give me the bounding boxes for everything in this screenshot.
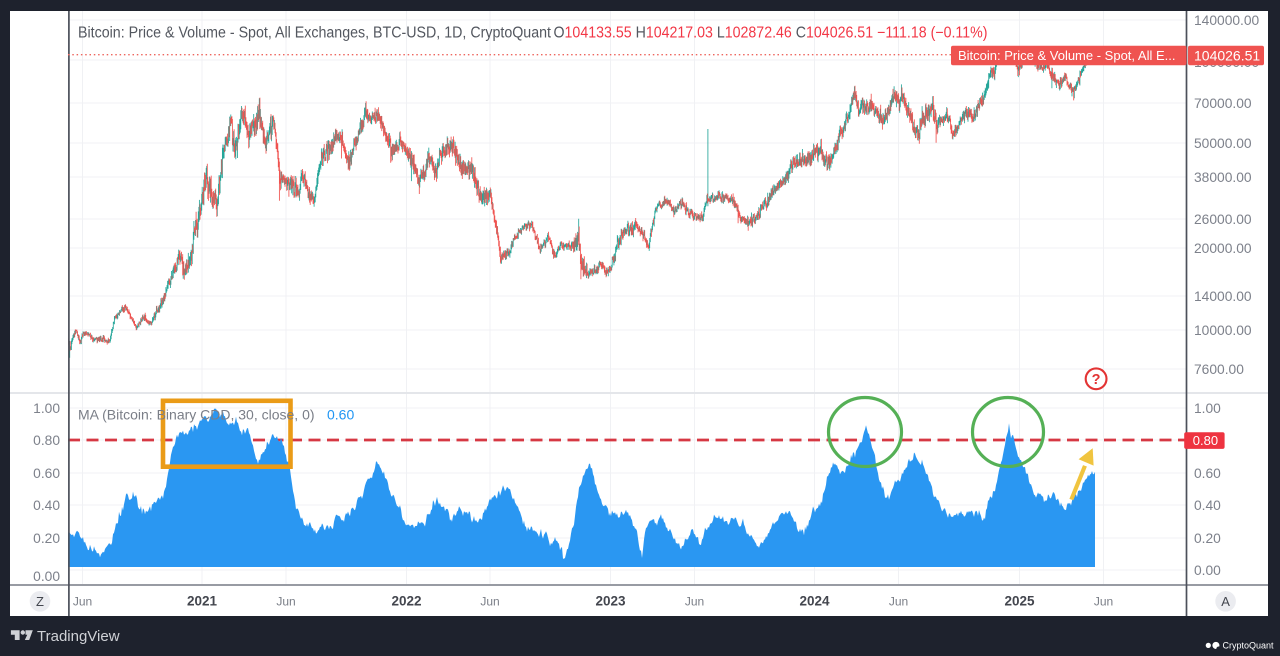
svg-text:14000.00: 14000.00 — [1194, 289, 1252, 304]
svg-text:2025: 2025 — [1004, 594, 1035, 609]
svg-text:2024: 2024 — [799, 594, 830, 609]
svg-text:?: ? — [1092, 372, 1101, 388]
svg-text:Bitcoin: Price & Volume - Spot: Bitcoin: Price & Volume - Spot, All E... — [958, 48, 1175, 63]
svg-text:0.80: 0.80 — [33, 433, 60, 448]
svg-text:140000.00: 140000.00 — [1194, 13, 1260, 28]
svg-text:50000.00: 50000.00 — [1194, 136, 1252, 151]
svg-text:2022: 2022 — [391, 594, 421, 609]
svg-text:2023: 2023 — [595, 594, 626, 609]
svg-text:1.00: 1.00 — [1194, 401, 1221, 416]
svg-text:Jun: Jun — [73, 595, 92, 609]
svg-text:MA (Bitcoin: Binary CDD, 30, c: MA (Bitcoin: Binary CDD, 30, close, 0) — [78, 406, 315, 422]
svg-text:70000.00: 70000.00 — [1194, 96, 1252, 111]
svg-text:Jun: Jun — [685, 595, 704, 609]
svg-text:Z: Z — [36, 594, 44, 609]
svg-text:0.40: 0.40 — [33, 498, 60, 513]
svg-text:10000.00: 10000.00 — [1194, 323, 1252, 338]
svg-text:TradingView: TradingView — [37, 628, 120, 645]
svg-text:1.00: 1.00 — [33, 401, 60, 416]
svg-text:O104133.55 H104217.03 L102872.: O104133.55 H104217.03 L102872.46 C104026… — [554, 25, 988, 42]
svg-text:0.20: 0.20 — [33, 531, 60, 546]
svg-text:0.60: 0.60 — [33, 466, 60, 481]
svg-text:Bitcoin: Price & Volume - Spot: Bitcoin: Price & Volume - Spot, All Exch… — [78, 25, 552, 42]
svg-text:0.20: 0.20 — [1194, 531, 1221, 546]
svg-text:CryptoQuant: CryptoQuant — [1223, 640, 1275, 650]
svg-text:0.40: 0.40 — [1194, 498, 1221, 513]
svg-text:Jun: Jun — [889, 595, 908, 609]
svg-text:0.60: 0.60 — [1194, 466, 1221, 481]
svg-text:2021: 2021 — [187, 594, 218, 609]
svg-text:0.00: 0.00 — [33, 569, 60, 584]
svg-text:38000.00: 38000.00 — [1194, 170, 1252, 185]
svg-text:Jun: Jun — [276, 595, 295, 609]
svg-text:20000.00: 20000.00 — [1194, 241, 1252, 256]
svg-text:0.00: 0.00 — [1194, 563, 1221, 578]
svg-text:26000.00: 26000.00 — [1194, 212, 1252, 227]
svg-text:A: A — [1221, 594, 1230, 609]
svg-text:Jun: Jun — [480, 595, 499, 609]
svg-text:104026.51: 104026.51 — [1194, 47, 1260, 63]
svg-text:0.80: 0.80 — [1193, 433, 1218, 448]
svg-text:0.60: 0.60 — [327, 406, 354, 422]
svg-text:7600.00: 7600.00 — [1194, 362, 1244, 377]
svg-text:Jun: Jun — [1094, 595, 1113, 609]
